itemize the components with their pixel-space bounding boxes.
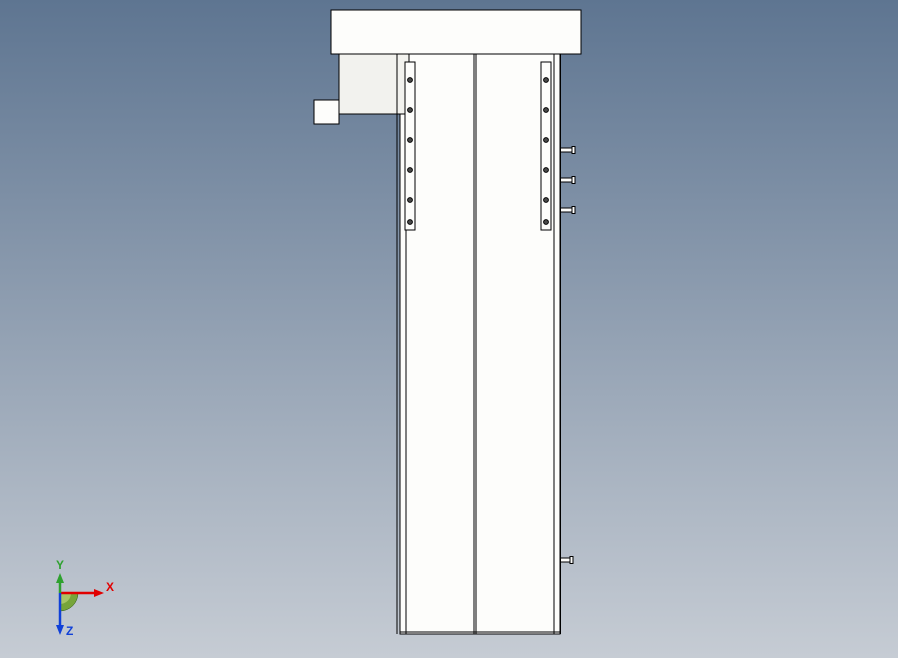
left-flange-hole xyxy=(408,198,413,203)
right-flange-hole xyxy=(544,198,549,203)
left-flange-hole xyxy=(408,108,413,113)
right-flange-hole xyxy=(544,108,549,113)
side-bolt-shaft xyxy=(560,148,572,152)
side-bolt-shaft xyxy=(560,208,572,212)
left-flange-hole xyxy=(408,168,413,173)
side-bolt-head xyxy=(572,177,575,184)
left-flange-hole xyxy=(408,220,413,225)
side-bolt-head xyxy=(572,147,575,154)
axis-x-label: X xyxy=(106,580,114,594)
axis-z-label: Z xyxy=(66,624,73,638)
axis-y-label: Y xyxy=(56,558,64,572)
lower-bolt-shaft xyxy=(560,558,570,562)
cad-viewport[interactable]: X Y Z xyxy=(0,0,898,658)
right-flange-hole xyxy=(544,78,549,83)
left-flange-hole xyxy=(408,138,413,143)
top-cap xyxy=(331,10,581,54)
right-flange xyxy=(541,62,551,230)
left-flange xyxy=(405,62,415,230)
column-body xyxy=(400,54,560,634)
stub-tab xyxy=(314,100,339,124)
drawing-canvas: X Y Z xyxy=(0,0,898,658)
right-flange-hole xyxy=(544,138,549,143)
lower-bolt-head xyxy=(570,557,573,564)
left-flange-hole xyxy=(408,78,413,83)
right-flange-hole xyxy=(544,220,549,225)
side-bolt-head xyxy=(572,207,575,214)
right-flange-hole xyxy=(544,168,549,173)
left-stub xyxy=(339,54,409,114)
side-bolt-shaft xyxy=(560,178,572,182)
